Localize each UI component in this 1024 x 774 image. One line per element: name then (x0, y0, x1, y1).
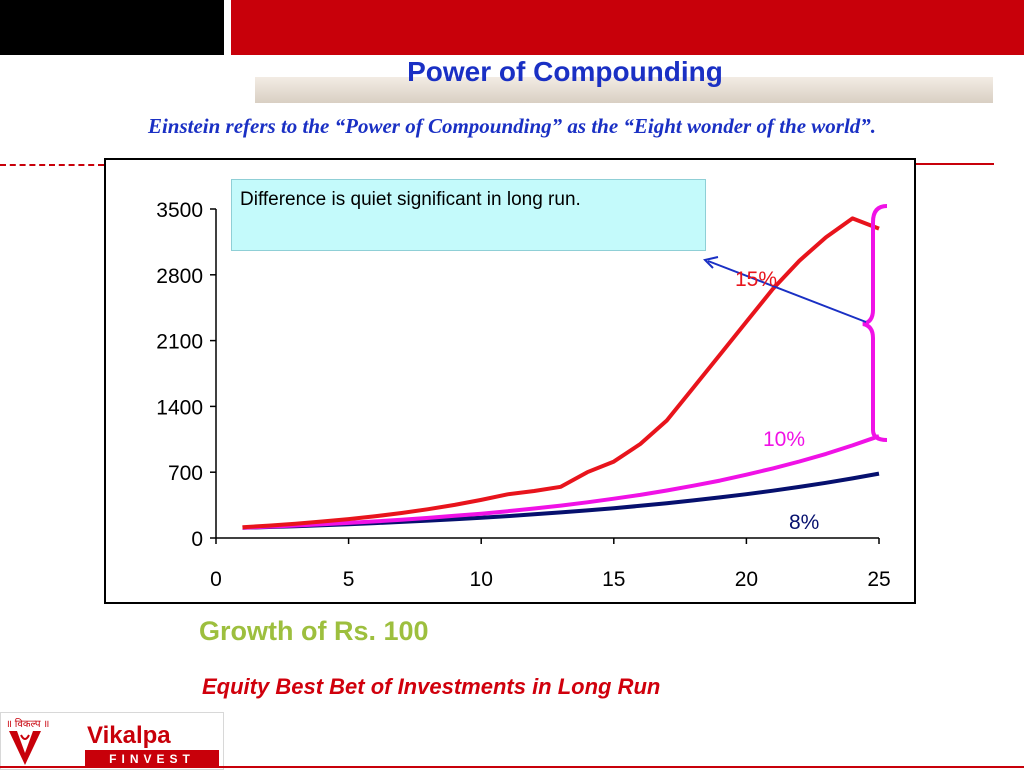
x-tick-label: 15 (602, 568, 625, 591)
callout-arrow-head (703, 256, 719, 269)
footer-red-line (0, 766, 1024, 768)
y-tick-label: 1400 (156, 396, 203, 419)
series-label-10: 10% (763, 428, 805, 451)
slide-title: Power of Compounding (407, 56, 723, 87)
dashed-divider (0, 164, 104, 166)
series-label-8: 8% (789, 511, 819, 534)
series-line-10pct (242, 434, 880, 530)
x-tick-label: 0 (210, 568, 222, 591)
y-tick-label: 2100 (156, 331, 203, 354)
chart-axes: 0 700 1400 2100 2800 3500 0 5 10 15 20 25 (156, 199, 890, 591)
title-band (255, 77, 993, 103)
chart-series (242, 216, 880, 530)
chart-annotations: 15% 10% 8% (703, 204, 888, 534)
growth-caption: Growth of Rs. 100 (199, 616, 429, 646)
callout-box: Difference is quiet significant in long … (231, 179, 706, 251)
y-tick-label: 3500 (156, 199, 203, 222)
header-black-bar (0, 0, 224, 55)
vikalpa-logo-icon: ॥ विकल्प ॥ Vikalpa FINVEST (6, 718, 219, 766)
logo-name: Vikalpa (87, 722, 171, 749)
y-tick-label: 700 (168, 462, 203, 485)
x-tick-label: 10 (470, 568, 493, 591)
equity-caption: Equity Best Bet of Investments in Long R… (202, 674, 661, 699)
x-tick-label: 5 (343, 568, 355, 591)
red-divider (914, 163, 994, 165)
logo-hindi-text: ॥ विकल्प ॥ (6, 718, 49, 730)
x-tick-label: 20 (735, 568, 758, 591)
y-tick-label: 2800 (156, 265, 203, 288)
company-logo: ॥ विकल्प ॥ Vikalpa FINVEST (0, 712, 224, 770)
series-line-15pct (242, 216, 880, 530)
y-tick-label: 0 (191, 528, 203, 551)
slide-subtitle: Einstein refers to the “Power of Compoun… (147, 114, 877, 138)
series-label-15: 15% (735, 268, 777, 291)
logo-tagline: FINVEST (109, 752, 195, 766)
brace-upper (862, 204, 888, 442)
callout-arrow-line (707, 260, 867, 323)
header-red-bar (231, 0, 1024, 55)
x-tick-label: 25 (867, 568, 890, 591)
